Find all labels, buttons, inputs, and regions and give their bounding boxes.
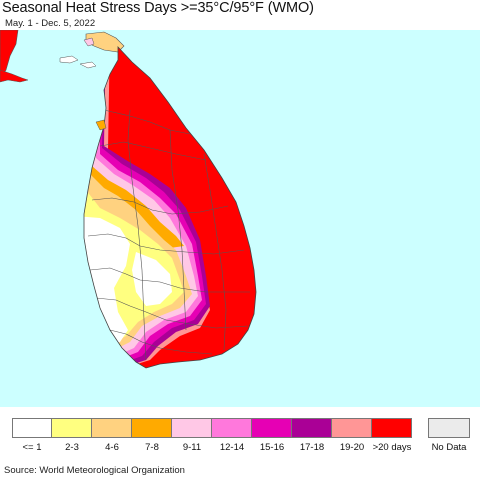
legend-label: 17-18 bbox=[299, 442, 325, 453]
legend-no-data: No Data bbox=[428, 418, 470, 453]
mannar-island bbox=[95, 119, 107, 131]
date-range-subtitle: May. 1 - Dec. 5, 2022 bbox=[5, 18, 96, 29]
legend-swatch-no-data bbox=[428, 418, 470, 438]
legend-label: 7-8 bbox=[145, 442, 159, 453]
legend-swatch bbox=[252, 418, 292, 438]
legend-swatch bbox=[372, 418, 412, 438]
legend-label-no-data: No Data bbox=[431, 442, 467, 453]
legend-swatch bbox=[132, 418, 172, 438]
district-boundaries bbox=[87, 109, 250, 361]
zone-under-1-central bbox=[132, 252, 172, 306]
legend-swatch bbox=[212, 418, 252, 438]
legend-item: <= 1 bbox=[12, 418, 52, 453]
legend-swatch bbox=[172, 418, 212, 438]
legend-label: <= 1 bbox=[22, 442, 42, 453]
northern-islets bbox=[59, 55, 97, 69]
legend-item: 9-11 bbox=[172, 418, 212, 453]
source-credit: Source: World Meteorological Organizatio… bbox=[4, 465, 185, 476]
legend-item: 17-18 bbox=[292, 418, 332, 453]
legend-label: 2-3 bbox=[65, 442, 79, 453]
heat-stress-map[interactable] bbox=[0, 30, 480, 407]
jaffna-west bbox=[83, 37, 95, 47]
zone-over-20-days bbox=[84, 47, 256, 368]
legend-item: 19-20 bbox=[332, 418, 372, 453]
legend-label: 19-20 bbox=[339, 442, 365, 453]
legend-label: >20 days bbox=[372, 442, 412, 453]
legend-item: >20 days bbox=[372, 418, 412, 453]
map-canvas bbox=[0, 30, 257, 369]
legend-swatch bbox=[292, 418, 332, 438]
india-landmass bbox=[0, 30, 19, 79]
legend-swatch bbox=[12, 418, 52, 438]
legend-label: 15-16 bbox=[259, 442, 285, 453]
legend-swatch bbox=[92, 418, 132, 438]
legend-label: 12-14 bbox=[219, 442, 245, 453]
legend-label: 4-6 bbox=[105, 442, 119, 453]
legend-swatch bbox=[52, 418, 92, 438]
legend: <= 1 2-3 4-6 7-8 9-11 12-14 15-16 17-18 19-20 >20… bbox=[12, 418, 470, 453]
zone-under-1 bbox=[84, 210, 130, 368]
legend-item: 7-8 bbox=[132, 418, 172, 453]
india-fringe bbox=[0, 69, 29, 83]
sri-lanka-coastline bbox=[83, 45, 257, 369]
legend-item: 15-16 bbox=[252, 418, 292, 453]
page-title: Seasonal Heat Stress Days >=35°C/95°F (W… bbox=[2, 0, 314, 16]
legend-label: 9-11 bbox=[182, 442, 202, 453]
legend-swatch bbox=[332, 418, 372, 438]
legend-item: 12-14 bbox=[212, 418, 252, 453]
legend-item: 2-3 bbox=[52, 418, 92, 453]
legend-item: 4-6 bbox=[92, 418, 132, 453]
legend-scale: <= 1 2-3 4-6 7-8 9-11 12-14 15-16 17-18 19-20 >20… bbox=[12, 418, 412, 453]
